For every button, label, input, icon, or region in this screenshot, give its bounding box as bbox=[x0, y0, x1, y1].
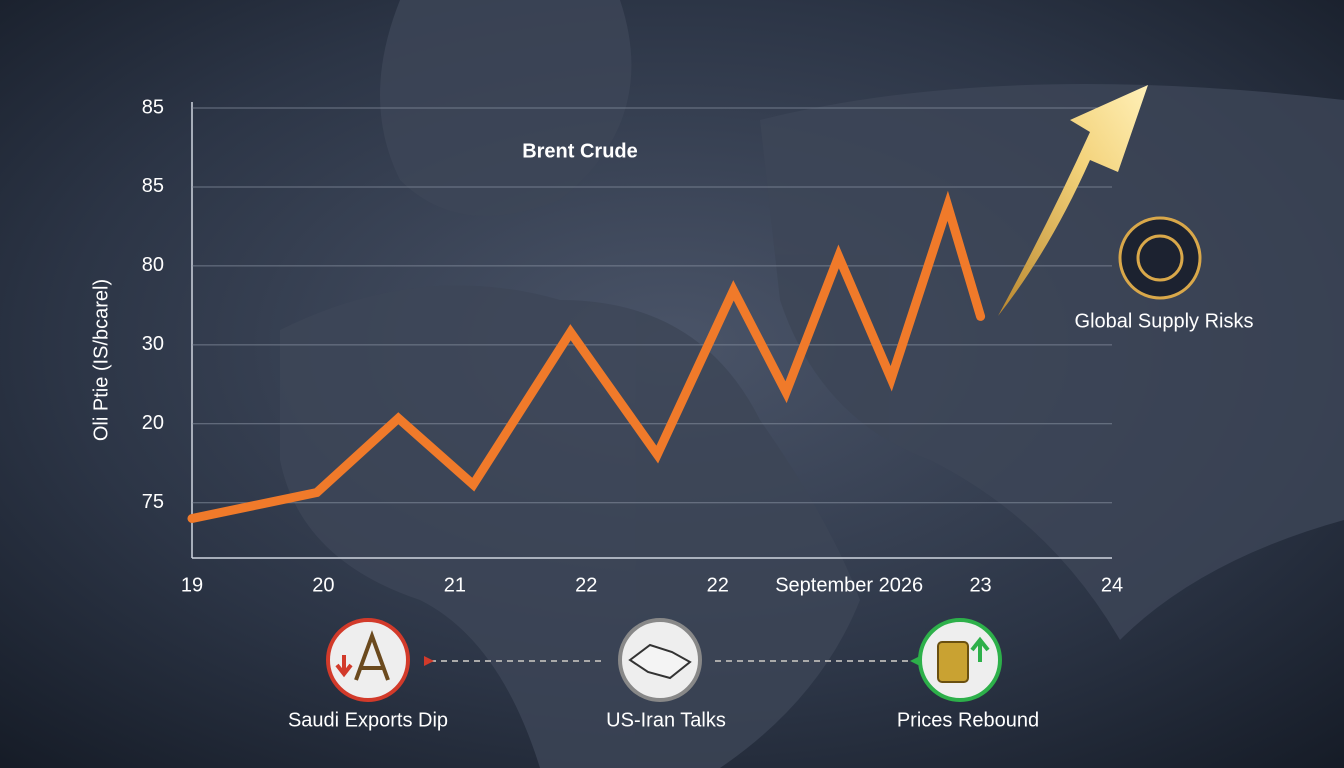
connector-head bbox=[424, 656, 434, 666]
y-axis-label: Oli Ptie (IS/bcarel) bbox=[90, 279, 112, 441]
globe-icon bbox=[1118, 216, 1202, 300]
x-tick-label: 20 bbox=[312, 574, 334, 596]
annotation: Global Supply Risks bbox=[1075, 310, 1254, 332]
globe-icon-inner bbox=[1136, 234, 1184, 282]
x-tick-label: 24 bbox=[1101, 574, 1123, 596]
y-tick-label: 80 bbox=[142, 254, 164, 276]
chart-title: Brent Crude bbox=[522, 140, 638, 162]
x-tick-label: 21 bbox=[444, 574, 466, 596]
x-tick-label: September 2026 bbox=[775, 574, 923, 596]
event-label: Saudi Exports Dip bbox=[288, 709, 448, 731]
x-tick-label: 19 bbox=[181, 574, 203, 596]
barrel-icon bbox=[937, 641, 969, 683]
handshake-icon bbox=[628, 643, 692, 680]
y-tick-label: 85 bbox=[142, 96, 164, 118]
trend-arrow bbox=[998, 85, 1148, 316]
price-line bbox=[187, 190, 986, 524]
x-tick-label: 22 bbox=[707, 574, 729, 596]
y-tick-label: 85 bbox=[142, 175, 164, 197]
y-tick-label: 75 bbox=[142, 491, 164, 513]
event-icon bbox=[326, 618, 410, 702]
grid: 75 20 30 80 85 85 19 20 21 22 22 September 2026 23 24 bbox=[142, 96, 1123, 596]
y-tick-label: 20 bbox=[142, 412, 164, 434]
connector-head bbox=[910, 656, 920, 666]
down-arrow bbox=[335, 655, 353, 678]
x-tick-label: 23 bbox=[969, 574, 991, 596]
event-label: US-Iran Talks bbox=[606, 709, 726, 731]
up-arrow bbox=[970, 636, 990, 662]
y-tick-label: 30 bbox=[142, 333, 164, 355]
pump-icon bbox=[354, 630, 390, 681]
x-tick-label: 22 bbox=[575, 574, 597, 596]
plot bbox=[187, 190, 986, 524]
event-label: Prices Rebound bbox=[897, 709, 1039, 731]
